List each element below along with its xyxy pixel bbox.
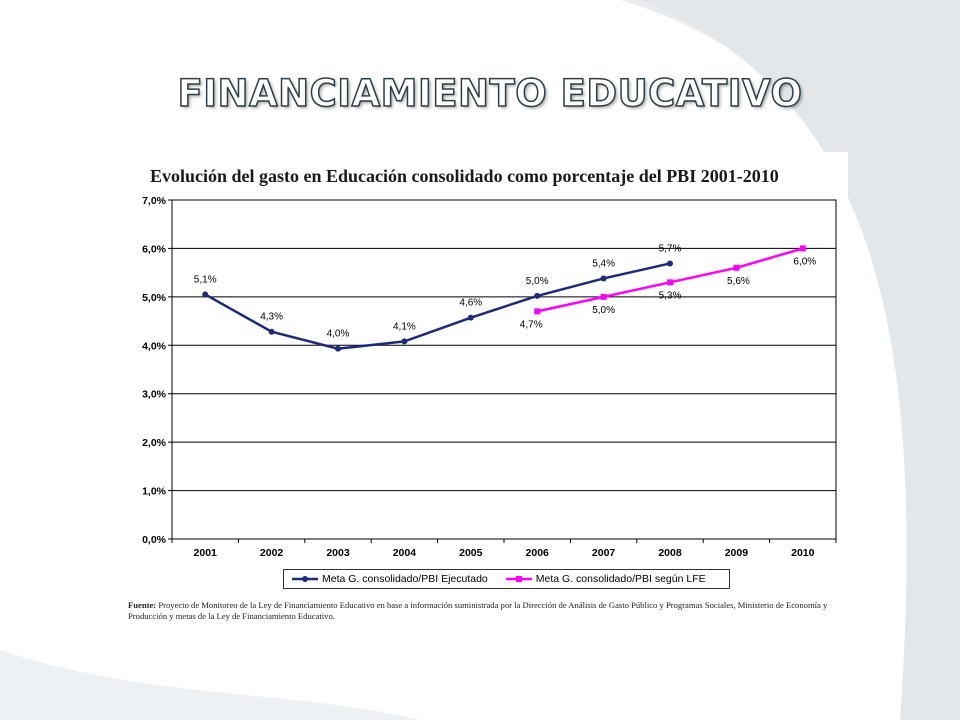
series-line-ejecutado bbox=[204, 262, 671, 350]
data-label: 5,0% bbox=[526, 276, 549, 287]
x-tick-label: 2006 bbox=[526, 547, 550, 559]
data-label: 5,4% bbox=[592, 258, 615, 269]
data-point-ejecutado bbox=[335, 345, 341, 352]
data-label: 4,1% bbox=[393, 321, 416, 332]
slide-title: FINANCIAMIENTO EDUCATIVO bbox=[177, 71, 803, 116]
x-tick-label: 2004 bbox=[393, 547, 417, 559]
chart-legend: Meta G. consolidado/PBI Ejecutado Meta G… bbox=[283, 569, 730, 589]
data-point-ejecutado bbox=[534, 292, 541, 299]
data-label: 5,6% bbox=[727, 276, 750, 287]
swoosh-curve bbox=[640, 0, 960, 720]
data-point-ejecutado bbox=[667, 260, 673, 267]
data-point-lfe bbox=[667, 279, 673, 286]
series-layer bbox=[202, 245, 806, 352]
data-label: 4,6% bbox=[459, 298, 482, 309]
legend-label-ejecutado: Meta G. consolidado/PBI Ejecutado bbox=[322, 573, 488, 585]
y-tick-label: 3,0% bbox=[142, 389, 167, 401]
data-label: 5,0% bbox=[592, 305, 615, 316]
plot-frame bbox=[171, 199, 837, 540]
y-tick-label: 4,0% bbox=[142, 340, 167, 352]
y-tick-label: 5,0% bbox=[142, 292, 167, 304]
y-tick-label: 6,0% bbox=[142, 243, 167, 255]
source-text: Proyecto de Monitoreo de la Ley de Finan… bbox=[128, 600, 828, 621]
data-label: 5,1% bbox=[194, 274, 217, 285]
x-tick-label: 2010 bbox=[791, 547, 815, 559]
data-point-lfe bbox=[733, 264, 740, 271]
x-tick-label: 2005 bbox=[459, 547, 483, 559]
x-tick-label: 2007 bbox=[592, 547, 616, 559]
y-tick-label: 7,0% bbox=[142, 195, 167, 207]
data-label: 5,7% bbox=[659, 243, 682, 254]
chart-figure: Evolución del gasto en Educación consoli… bbox=[120, 152, 848, 642]
data-point-ejecutado bbox=[401, 338, 408, 345]
legend-swatch-ejecutado bbox=[292, 576, 318, 582]
y-tick-label: 2,0% bbox=[142, 437, 167, 449]
x-tick-label: 2008 bbox=[658, 547, 682, 559]
x-tick-label: 2003 bbox=[326, 547, 350, 559]
source-label: Fuente: bbox=[128, 600, 157, 610]
data-point-ejecutado bbox=[202, 291, 209, 298]
source-note: Fuente: Proyecto de Monitoreo de la Ley … bbox=[128, 600, 843, 622]
legend-label-lfe: Meta G. consolidado/PBI según LFE bbox=[535, 573, 706, 585]
line-chart: 0,0% 1,0% 2,0% 3,0% 4,0% 5,0% 6,0% 7,0% 2001 2002… bbox=[142, 195, 837, 559]
data-point-ejecutado bbox=[268, 328, 275, 335]
data-point-lfe bbox=[600, 293, 607, 300]
data-point-ejecutado bbox=[600, 275, 607, 282]
legend-entry-ejecutado: Meta G. consolidado/PBI Ejecutado bbox=[292, 573, 488, 585]
chart-title: Evolución del gasto en Educación consoli… bbox=[150, 166, 779, 186]
x-tick-label: 2001 bbox=[194, 547, 218, 559]
data-label: 4,3% bbox=[260, 312, 283, 323]
x-tick-label: 2009 bbox=[725, 547, 749, 559]
y-tick-label: 1,0% bbox=[142, 486, 167, 498]
x-tick-label: 2002 bbox=[260, 547, 284, 559]
data-point-lfe bbox=[799, 245, 806, 252]
axis-layer: 0,0% 1,0% 2,0% 3,0% 4,0% 5,0% 6,0% 7,0% 2001 2002… bbox=[142, 195, 837, 559]
data-point-ejecutado bbox=[467, 314, 474, 321]
data-point-lfe bbox=[534, 308, 541, 315]
label-layer: 5,1% 4,3% 4,0% 4,1% 4,6% 5,0% 5,4% 5,7% 4,7% 5,0%… bbox=[194, 243, 817, 339]
data-label: 6,0% bbox=[793, 256, 816, 267]
y-tick-label: 0,0% bbox=[142, 534, 167, 546]
grid-layer bbox=[172, 199, 836, 540]
legend-entry-lfe: Meta G. consolidado/PBI según LFE bbox=[505, 573, 706, 585]
legend-swatch-lfe bbox=[505, 576, 532, 582]
data-label: 4,0% bbox=[327, 329, 350, 340]
data-label: 5,3% bbox=[659, 290, 682, 301]
swoosh-bottom-left bbox=[0, 650, 420, 720]
data-label: 4,7% bbox=[520, 319, 543, 330]
